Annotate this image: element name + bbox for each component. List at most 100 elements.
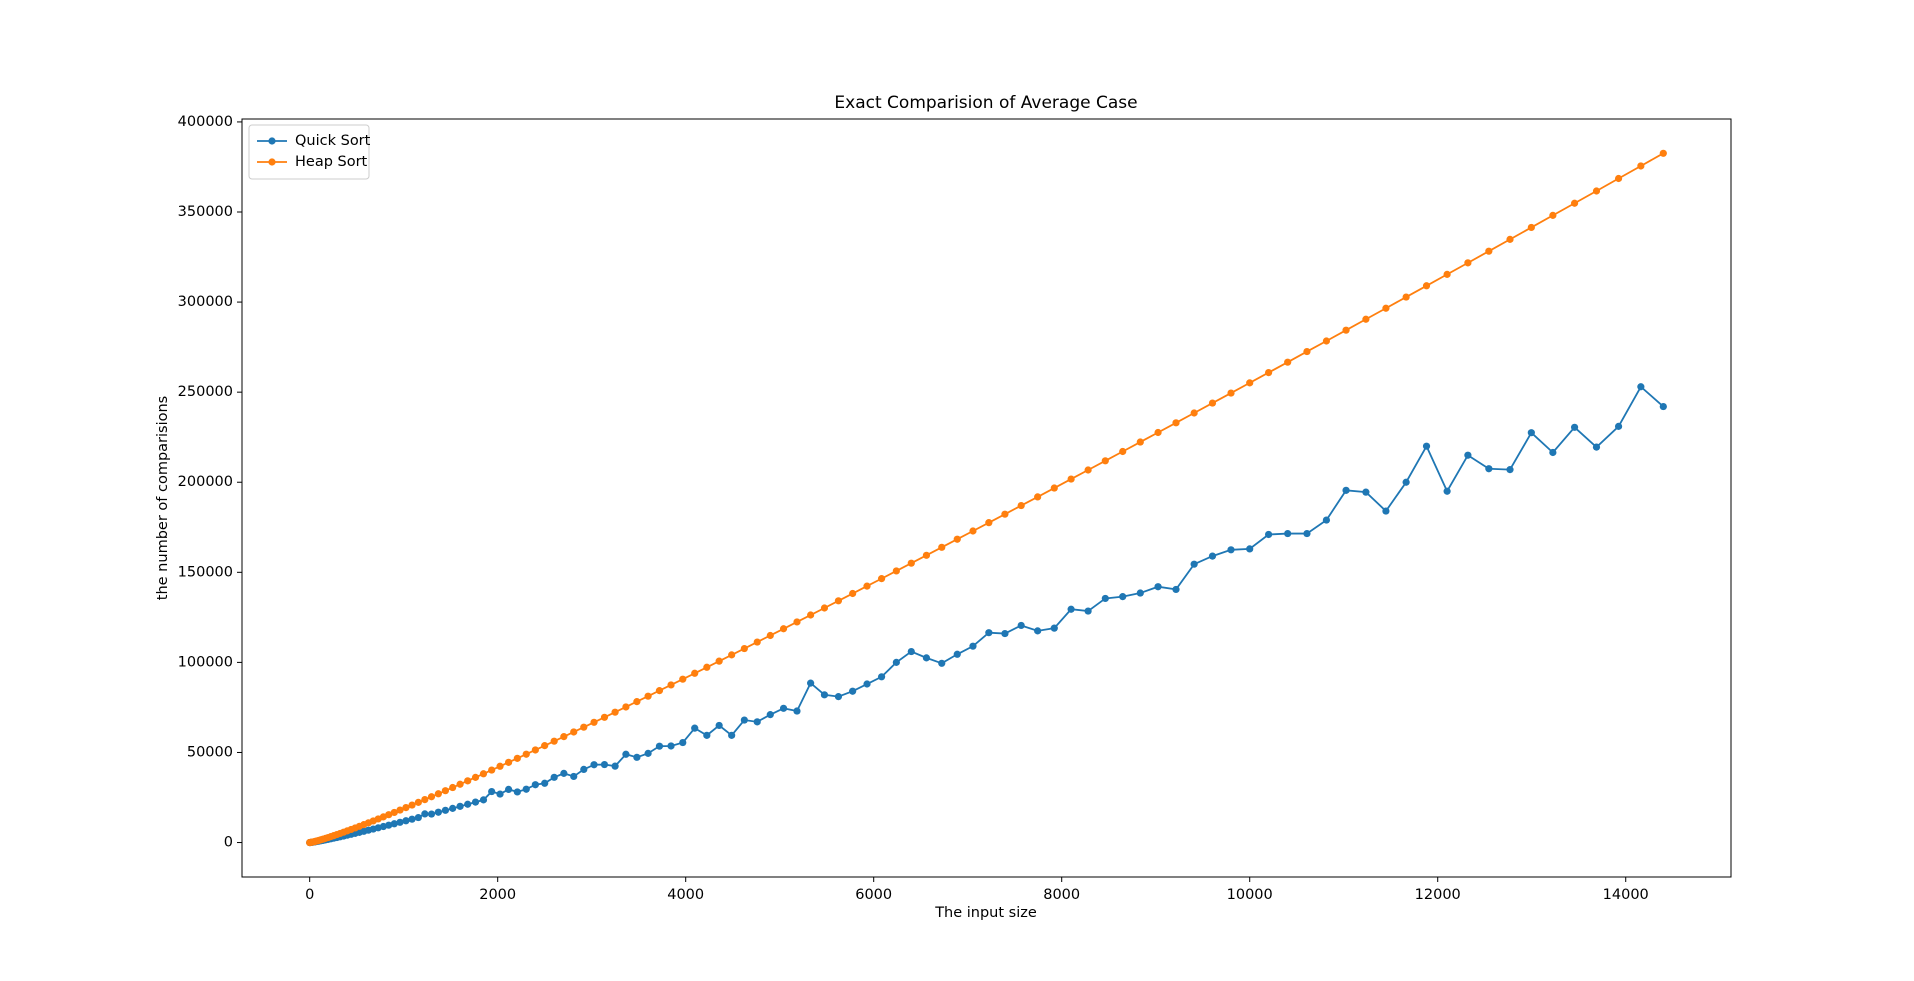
legend-label: Heap Sort xyxy=(295,154,368,170)
data-point xyxy=(479,770,488,778)
data-point xyxy=(667,742,675,750)
data-point xyxy=(1067,475,1075,483)
data-point xyxy=(414,813,422,822)
data-point xyxy=(1637,162,1645,170)
data-point xyxy=(1659,402,1667,411)
y-tick-label: 300000 xyxy=(178,294,233,310)
data-point xyxy=(1362,315,1370,323)
data-point xyxy=(488,766,496,774)
data-point xyxy=(496,762,504,770)
data-point xyxy=(1549,211,1557,219)
data-point xyxy=(1362,488,1370,496)
legend-marker xyxy=(268,137,276,145)
data-point xyxy=(434,808,442,816)
data-point xyxy=(820,604,829,612)
y-axis-label: the number of comparisions xyxy=(155,396,171,600)
data-point xyxy=(390,808,398,817)
x-tick-label: 14000 xyxy=(1603,887,1649,903)
data-point xyxy=(456,780,464,788)
data-point xyxy=(740,716,748,724)
data-point xyxy=(1101,457,1109,465)
data-point xyxy=(464,800,472,808)
data-point xyxy=(1506,235,1514,243)
data-point xyxy=(456,802,464,810)
data-point xyxy=(1322,516,1331,524)
data-point xyxy=(1084,466,1092,474)
data-point xyxy=(1322,337,1331,345)
data-point xyxy=(907,559,915,567)
data-point xyxy=(863,680,871,688)
data-point xyxy=(863,582,871,590)
data-point xyxy=(849,687,857,695)
data-point xyxy=(1119,447,1127,456)
data-point xyxy=(1303,347,1311,356)
data-point xyxy=(633,698,641,706)
data-point xyxy=(644,749,652,757)
data-point xyxy=(1485,465,1493,473)
data-point xyxy=(600,760,609,769)
data-point xyxy=(633,753,641,761)
data-point xyxy=(877,575,886,583)
data-point xyxy=(611,708,619,716)
data-point xyxy=(953,535,961,543)
data-point xyxy=(1527,429,1535,437)
data-point xyxy=(1034,627,1042,635)
data-point xyxy=(570,772,578,781)
data-point xyxy=(1154,583,1162,591)
data-point xyxy=(408,815,416,823)
data-point xyxy=(1342,486,1350,494)
y-tick-label: 250000 xyxy=(178,384,233,400)
data-point xyxy=(488,787,496,796)
data-point xyxy=(1119,593,1127,601)
data-point xyxy=(1592,443,1601,451)
data-point xyxy=(1422,442,1431,450)
x-tick-label: 12000 xyxy=(1415,887,1461,903)
data-point xyxy=(1172,585,1180,594)
y-tick-label: 350000 xyxy=(178,204,233,220)
data-point xyxy=(1342,326,1350,334)
data-point xyxy=(513,754,521,762)
data-point xyxy=(1227,546,1235,554)
data-point xyxy=(1303,529,1311,538)
data-point xyxy=(541,742,549,750)
data-point xyxy=(1136,438,1144,446)
data-point xyxy=(434,790,442,798)
data-point xyxy=(766,711,774,719)
data-point xyxy=(907,647,915,656)
data-point xyxy=(396,818,404,826)
data-point xyxy=(580,723,588,731)
data-point xyxy=(1017,501,1025,510)
data-point xyxy=(611,762,619,770)
data-point xyxy=(1570,199,1579,207)
y-tick-label: 400000 xyxy=(178,114,233,130)
data-point xyxy=(496,790,504,798)
data-point xyxy=(541,779,549,787)
data-point xyxy=(793,618,801,626)
y-tick-label: 0 xyxy=(224,835,233,851)
data-point xyxy=(441,806,450,814)
data-point xyxy=(402,817,410,825)
data-point xyxy=(1227,389,1235,397)
data-point xyxy=(590,718,598,726)
data-point xyxy=(985,629,993,637)
data-point xyxy=(1464,451,1472,459)
data-point xyxy=(471,798,480,806)
data-point xyxy=(679,738,687,747)
x-axis-label: The input size xyxy=(934,905,1037,921)
data-point xyxy=(1265,368,1273,377)
data-point xyxy=(715,721,723,730)
data-point xyxy=(479,796,488,804)
legend-marker xyxy=(268,158,276,166)
data-point xyxy=(985,519,993,527)
data-point xyxy=(600,713,609,721)
data-point xyxy=(667,681,675,689)
data-point xyxy=(715,657,723,665)
data-point xyxy=(1050,484,1058,492)
data-point xyxy=(779,704,788,712)
data-point xyxy=(1067,605,1075,613)
data-point xyxy=(703,731,711,739)
data-point xyxy=(922,551,931,559)
data-point xyxy=(531,781,539,789)
data-point xyxy=(1001,510,1009,518)
